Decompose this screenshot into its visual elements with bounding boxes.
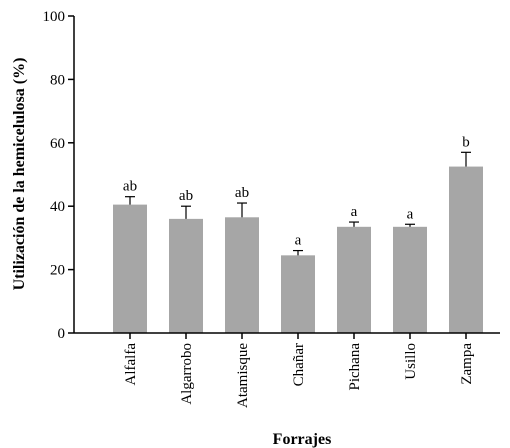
y-tick-label: 100 [43, 9, 66, 25]
bar-usillo [393, 226, 427, 333]
x-axis-title: Forrajes [273, 431, 332, 448]
y-axis-title: Utilización de la hemicelulosa (%) [11, 58, 28, 291]
bar-chañar [281, 255, 315, 333]
significance-label: ab [235, 185, 249, 201]
x-tick-label: Algarrobo [179, 343, 195, 405]
bar-pichana [337, 226, 371, 333]
significance-label: a [295, 233, 302, 249]
bar-algarrobo [169, 218, 203, 333]
significance-label: a [407, 206, 414, 222]
significance-label: ab [123, 179, 137, 195]
y-tick-label: 60 [50, 136, 65, 152]
y-tick-label: 40 [50, 199, 65, 215]
bar-alfalfa [113, 204, 147, 333]
x-tick-label: Pichana [347, 343, 363, 391]
bars-layer [113, 166, 483, 333]
y-tick-label: 80 [50, 72, 65, 88]
bar-zampa [449, 166, 483, 333]
y-tick-label: 0 [58, 326, 66, 342]
x-tick-label: Usillo [403, 343, 419, 380]
bar-atamisque [225, 217, 259, 333]
significance-label: a [351, 204, 358, 220]
significance-label: b [462, 134, 470, 150]
x-ticks-layer: Alfalfa Algarrobo Atamisque Chañar Pichana Us… [123, 333, 475, 408]
y-ticks-layer: 0 20 40 60 80 100 [43, 9, 74, 342]
error-bars-layer [125, 151, 471, 256]
y-tick-label: 20 [50, 263, 65, 279]
x-tick-label: Atamisque [235, 343, 251, 408]
x-tick-label: Chañar [291, 343, 307, 386]
x-tick-label: Alfalfa [123, 343, 139, 386]
x-tick-label: Zampa [459, 343, 475, 385]
significance-label: ab [179, 188, 193, 204]
